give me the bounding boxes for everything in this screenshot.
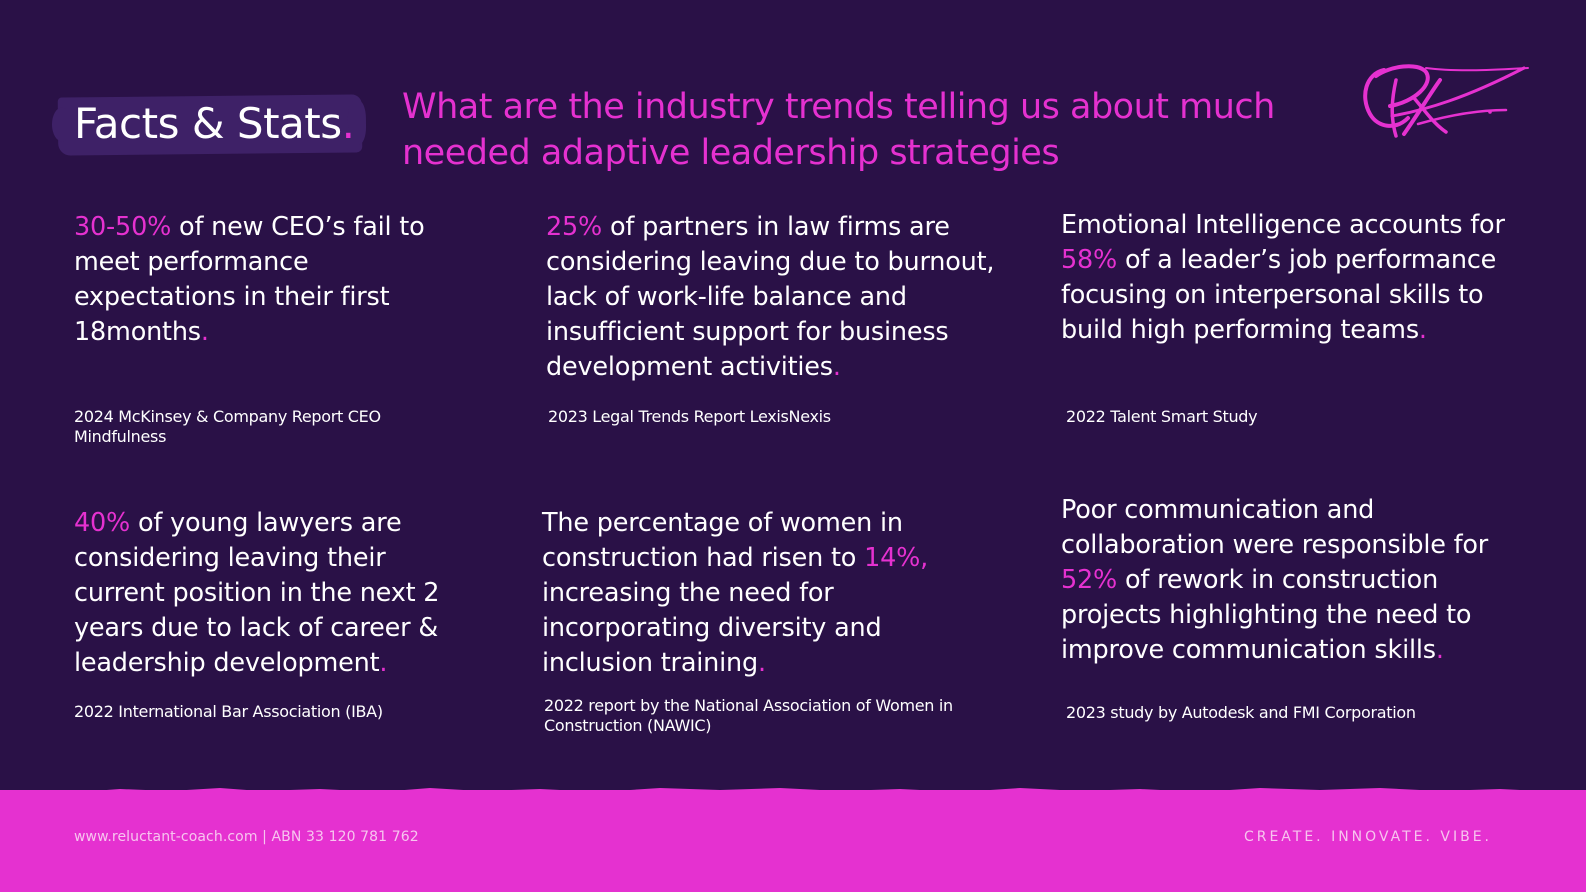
stat-3-lead: Emotional Intelligence accounts for: [1061, 210, 1505, 240]
stat-2-dot: .: [832, 352, 841, 382]
stat-4-dot: .: [379, 648, 388, 678]
stat-6-number: 52%: [1061, 565, 1118, 595]
stat-5-dot: .: [757, 648, 766, 678]
title-dot: .: [341, 99, 355, 148]
stat-6-text: of rework in construction projects highl…: [1061, 565, 1472, 665]
stat-6-dot: .: [1435, 635, 1444, 665]
stat-5-lead: The percentage of women in construction …: [542, 508, 903, 573]
stat-3-number: 58%: [1061, 245, 1118, 275]
stat-4-number: 40%: [74, 508, 131, 538]
stat-1-number: 30-50%: [74, 212, 172, 242]
stat-2-source: 2023 Legal Trends Report LexisNexis: [548, 407, 831, 426]
stat-2-text: of partners in law firms are considering…: [546, 212, 995, 382]
footer-bar: [0, 790, 1586, 892]
signature-logo-icon: [1363, 64, 1529, 138]
footer-tagline: CREATE. INNOVATE. VIBE.: [1243, 829, 1492, 845]
page-title: Facts & Stats.: [74, 97, 355, 151]
stat-1: 30-50% of new CEO’s fail to meet perform…: [74, 210, 474, 350]
stat-5-text: increasing the need for incorporating di…: [542, 578, 882, 678]
stat-6-lead: Poor communication and collaboration wer…: [1061, 495, 1489, 560]
stat-3-dot: .: [1418, 315, 1427, 345]
stat-5-source: 2022 report by the National Association …: [544, 696, 953, 735]
stat-2-number: 25%: [546, 212, 603, 242]
stat-2: 25% of partners in law firms are conside…: [546, 210, 1026, 385]
stat-4-text: of young lawyers are considering leaving…: [74, 508, 440, 678]
headline: What are the industry trends telling us …: [402, 87, 1275, 173]
stat-6-source: 2023 study by Autodesk and FMI Corporati…: [1066, 703, 1416, 722]
stat-1-text: of new CEO’s fail to meet performance ex…: [74, 212, 425, 347]
title-label: Facts & Stats: [74, 99, 342, 148]
stat-3-source: 2022 Talent Smart Study: [1066, 407, 1258, 426]
stat-6: Poor communication and collaboration wer…: [1061, 493, 1521, 668]
stat-4: 40% of young lawyers are considering lea…: [74, 506, 474, 681]
stat-5: The percentage of women in construction …: [542, 506, 952, 681]
stat-1-source: 2024 McKinsey & Company Report CEO Mindf…: [74, 407, 381, 446]
stat-5-number: 14%,: [864, 543, 929, 573]
footer-website-abn: www.reluctant-coach.com | ABN 33 120 781…: [74, 829, 419, 845]
stat-3: Emotional Intelligence accounts for 58% …: [1061, 208, 1551, 348]
stat-3-text: of a leader’s job performance focusing o…: [1061, 245, 1497, 345]
stat-1-dot: .: [200, 317, 209, 347]
stat-4-source: 2022 International Bar Association (IBA): [74, 702, 383, 721]
